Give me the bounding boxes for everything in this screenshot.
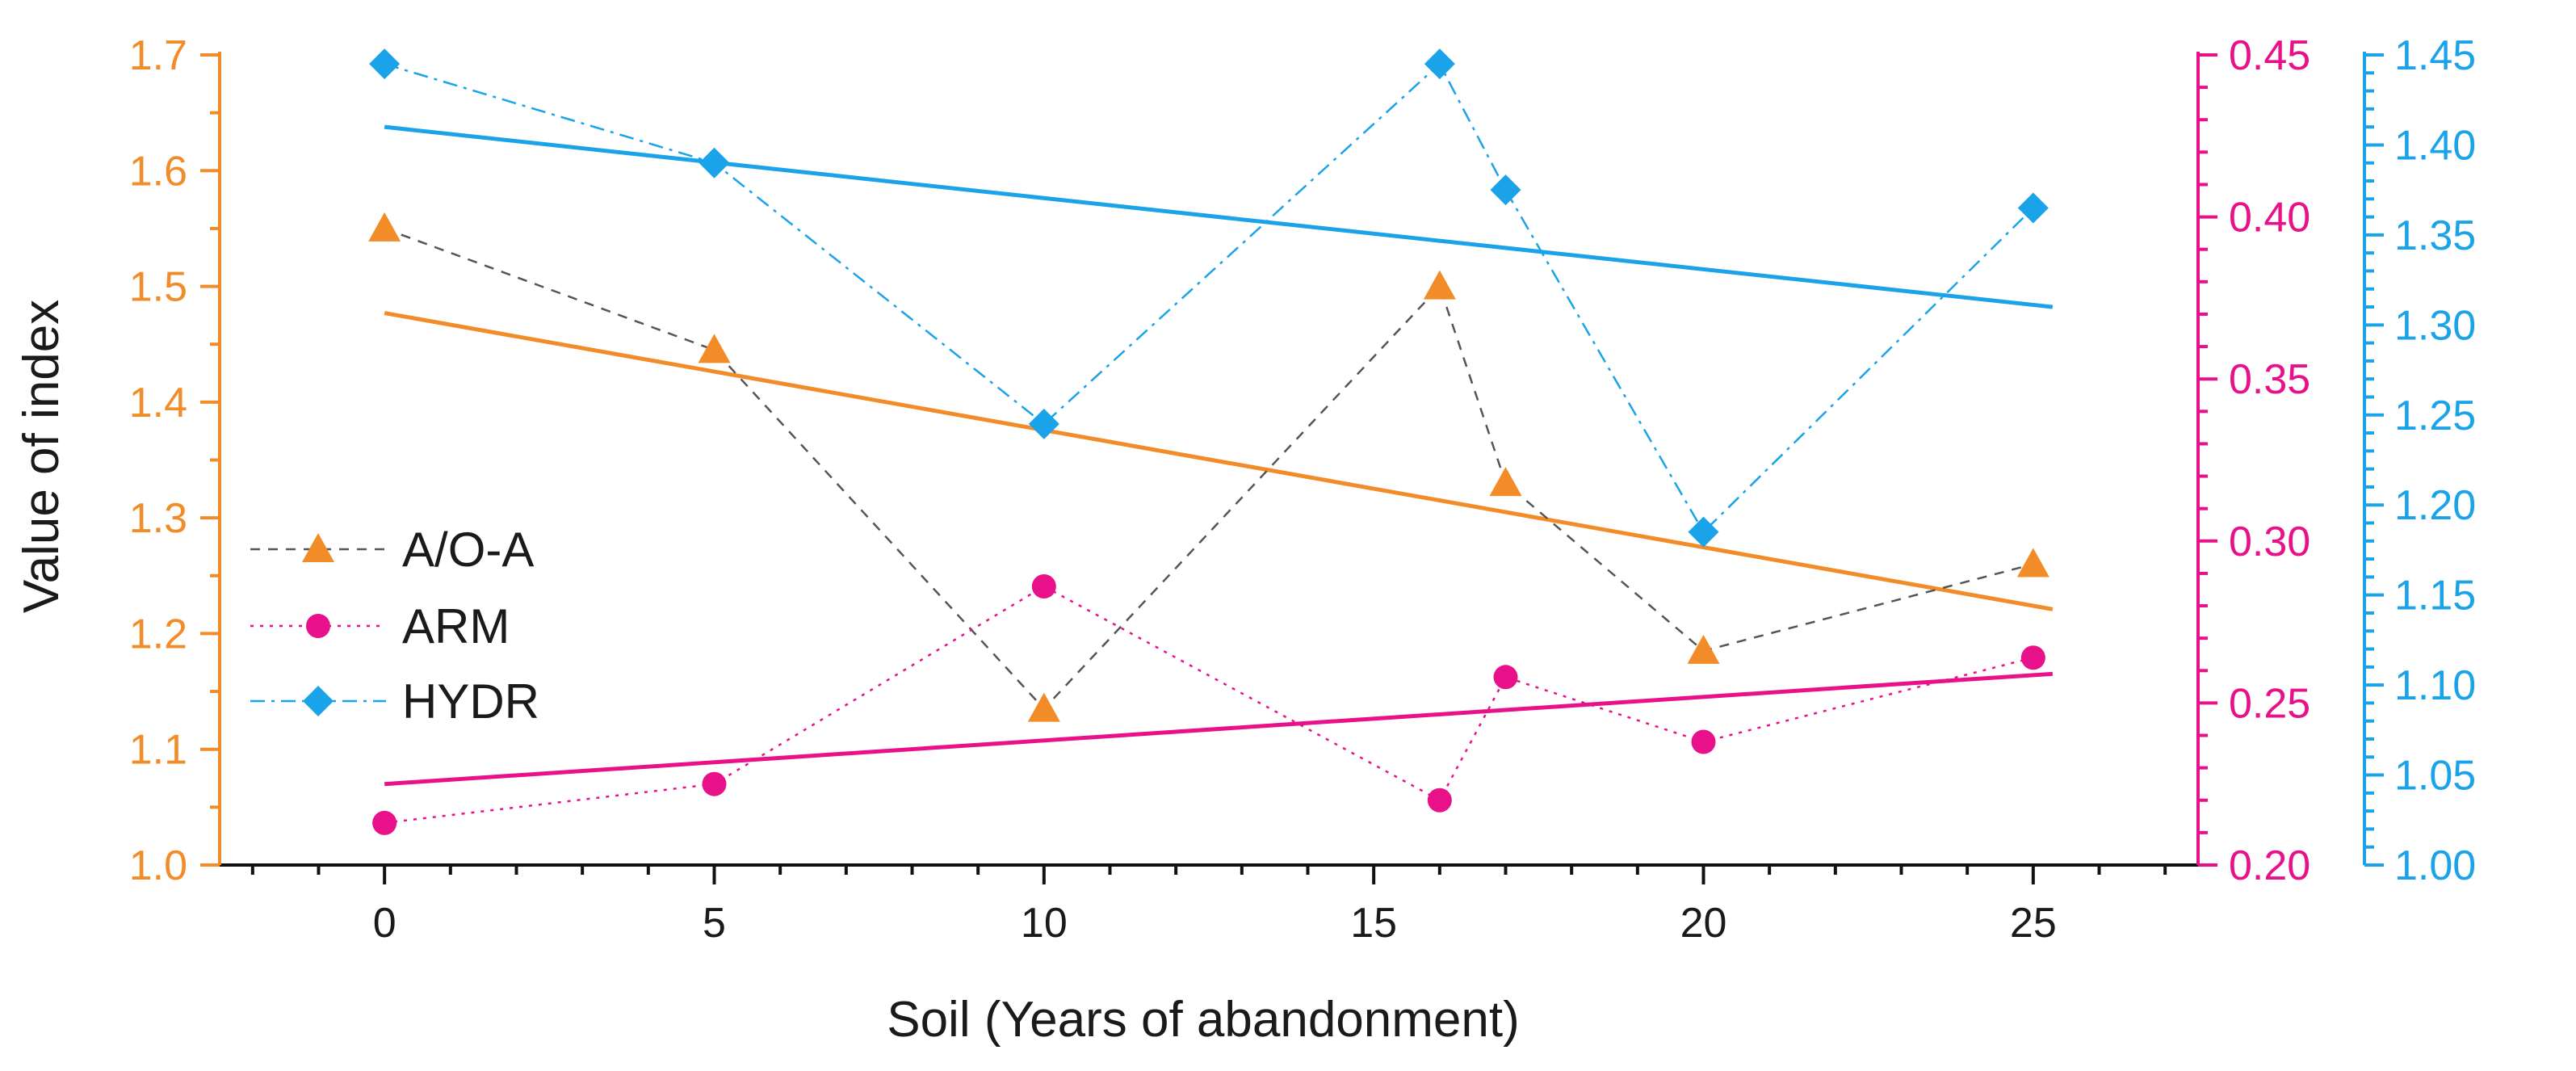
x-tick-label: 10 (1021, 900, 1068, 947)
data-point-aoa (368, 212, 401, 242)
data-point-aoa (1423, 270, 1456, 300)
legend-marker-aoa (302, 533, 334, 562)
x-tick-label: 25 (2010, 900, 2057, 947)
data-point-hydr (1424, 48, 1455, 80)
legend: A/O-A ARM HYDR (250, 523, 539, 729)
trendline-arm (384, 671, 2053, 787)
trendlines-group (384, 124, 2054, 787)
legend-label-hydr: HYDR (402, 674, 539, 729)
right1-tick-label: 0.20 (2229, 842, 2310, 889)
trendline-aoa (384, 311, 2054, 611)
left-tick-label: 1.4 (129, 380, 187, 426)
y-axis-title: Value of index (14, 300, 69, 613)
x-tick-label: 5 (703, 900, 726, 947)
right2-tick-label: 1.40 (2394, 122, 2476, 169)
right2-tick-label: 1.25 (2394, 393, 2476, 439)
series-group (368, 48, 2049, 835)
left-tick-label: 1.2 (129, 611, 187, 657)
data-point-hydr (1028, 408, 1059, 439)
series-line-aoa (384, 227, 2034, 711)
data-point-arm (2020, 645, 2045, 670)
data-point-aoa (1027, 692, 1060, 722)
data-point-aoa (1687, 634, 1720, 664)
data-point-hydr (2017, 192, 2049, 224)
legend-label-aoa: A/O-A (402, 523, 534, 577)
data-point-hydr (369, 48, 401, 80)
right2-tick-label: 1.20 (2394, 482, 2476, 529)
left-tick-label: 1.7 (129, 32, 187, 79)
right2-tick-label: 1.45 (2394, 32, 2476, 79)
left-tick-label: 1.1 (129, 727, 187, 774)
data-point-arm (1427, 788, 1452, 813)
data-point-arm (1493, 665, 1518, 690)
axes-group: 0 5 10 15 20 25 1.0 1.1 1.2 1.3 1.4 1.5 1.6 1.7 0.20 0.… (129, 32, 2477, 947)
left-tick-label: 1.0 (129, 842, 187, 889)
right2-tick-label: 1.05 (2394, 753, 2476, 800)
legend-marker-arm (306, 614, 330, 638)
x-tick-label: 20 (1680, 900, 1727, 947)
right2-tick-label: 1.15 (2394, 573, 2476, 620)
right2-tick-label: 1.35 (2394, 212, 2476, 259)
right2-tick-label: 1.30 (2394, 302, 2476, 349)
data-point-aoa (698, 334, 731, 363)
series-line-arm (384, 585, 2034, 825)
right2-tick-label: 1.00 (2394, 842, 2476, 889)
trendline-hydr (384, 124, 2054, 309)
legend-marker-hydr (303, 686, 334, 716)
right1-tick-label: 0.30 (2229, 519, 2310, 565)
data-point-aoa (1489, 467, 1522, 497)
data-point-arm (1031, 573, 1056, 598)
left-tick-label: 1.5 (129, 264, 187, 311)
x-tick-label: 0 (373, 900, 396, 947)
data-point-arm (702, 771, 727, 796)
right1-tick-label: 0.40 (2229, 195, 2310, 242)
data-point-hydr (1490, 174, 1521, 206)
right1-tick-label: 0.25 (2229, 680, 2310, 727)
left-tick-label: 1.3 (129, 495, 187, 542)
legend-label-arm: ARM (402, 599, 510, 653)
left-tick-label: 1.6 (129, 148, 187, 195)
data-point-hydr (1688, 516, 1719, 548)
data-point-arm (1691, 729, 1716, 754)
data-point-hydr (699, 147, 730, 178)
data-point-arm (372, 810, 397, 835)
x-tick-label: 15 (1350, 900, 1397, 947)
right1-tick-label: 0.35 (2229, 356, 2310, 403)
series-line-hydr (384, 62, 2034, 534)
right1-tick-label: 0.45 (2229, 32, 2310, 79)
data-point-aoa (2016, 548, 2049, 578)
x-axis-title: Soil (Years of abandonment) (887, 992, 1520, 1048)
right2-tick-label: 1.10 (2394, 662, 2476, 709)
